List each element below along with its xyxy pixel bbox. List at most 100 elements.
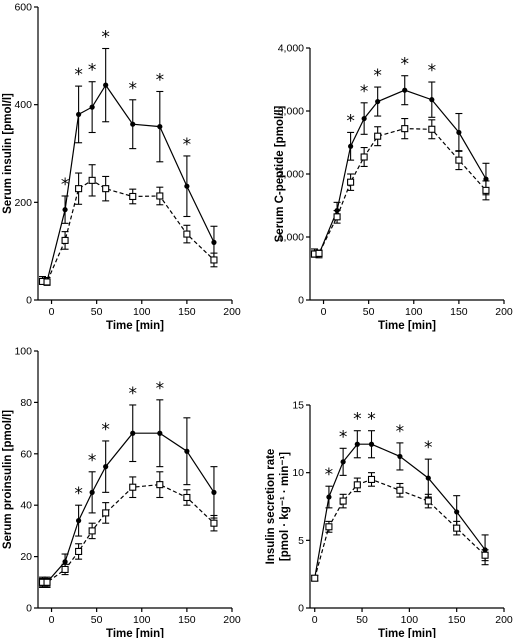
data-point bbox=[348, 143, 354, 149]
data-point bbox=[367, 475, 376, 483]
data-point bbox=[184, 448, 190, 454]
x-tick-label: 200 bbox=[495, 306, 513, 318]
data-point bbox=[62, 559, 68, 565]
significance-marker: * bbox=[101, 28, 110, 48]
data-point bbox=[368, 441, 375, 447]
y-tick-label: 20 bbox=[20, 551, 32, 563]
significance-marker: * bbox=[346, 111, 355, 131]
data-point bbox=[157, 124, 163, 130]
y-axis-title: Insulin secretion rate [pmol · kg⁻¹ · min… bbox=[265, 449, 291, 565]
x-axis-title: Time [min] bbox=[106, 320, 164, 332]
data-point bbox=[43, 278, 51, 286]
data-point bbox=[483, 176, 489, 182]
chart-panel-3: 0 20 40 60 80 100 0 50 100 150 200 Time [min] Serum … bbox=[2, 346, 241, 638]
y-tick-label: 0 bbox=[26, 603, 32, 615]
data-point bbox=[347, 178, 355, 186]
data-point bbox=[453, 524, 461, 532]
y-tick-label: 100 bbox=[14, 346, 32, 358]
data-point bbox=[103, 82, 109, 88]
significance-marker: * bbox=[428, 61, 437, 81]
significance-marker: * bbox=[74, 484, 83, 504]
x-axis-title: Time [min] bbox=[378, 320, 436, 332]
data-point bbox=[103, 464, 109, 470]
significance-marker: * bbox=[360, 82, 369, 102]
data-point bbox=[481, 551, 489, 559]
data-point bbox=[156, 192, 164, 200]
data-point bbox=[129, 483, 137, 491]
data-point bbox=[157, 430, 163, 436]
x-axis-title: Time [min] bbox=[106, 628, 164, 638]
series-line bbox=[42, 84, 215, 283]
x-tick-label: 150 bbox=[448, 614, 466, 626]
y-tick-label: 40 bbox=[20, 500, 32, 512]
significance-marker: * bbox=[367, 410, 376, 430]
data-point bbox=[456, 129, 462, 136]
data-point bbox=[210, 256, 218, 264]
significance-marker: * bbox=[353, 410, 362, 430]
series-line bbox=[314, 89, 487, 255]
y-tick-label: 15 bbox=[292, 400, 304, 412]
data-point bbox=[424, 497, 432, 505]
data-point bbox=[340, 459, 346, 465]
x-tick-label: 200 bbox=[223, 614, 241, 626]
data-point bbox=[102, 509, 110, 517]
y-tick-label: 1,000 bbox=[278, 232, 304, 244]
data-point bbox=[43, 578, 51, 586]
data-point bbox=[89, 104, 95, 110]
x-tick-label: 100 bbox=[401, 614, 419, 626]
data-point bbox=[62, 207, 68, 213]
significance-marker: * bbox=[325, 465, 334, 485]
data-point bbox=[375, 98, 381, 105]
data-point bbox=[61, 565, 69, 574]
y-axis-title: Serum C-peptide [pmol/l] bbox=[274, 105, 286, 242]
series-1 bbox=[311, 430, 489, 582]
x-tick-label: 0 bbox=[49, 614, 55, 626]
y-tick-label: 0 bbox=[298, 603, 304, 615]
y-tick-label: 3,000 bbox=[278, 106, 304, 118]
data-point bbox=[102, 185, 110, 193]
series-line bbox=[42, 483, 215, 583]
data-point bbox=[482, 186, 490, 194]
data-point bbox=[88, 527, 96, 535]
data-point bbox=[325, 523, 333, 531]
series-line bbox=[314, 127, 487, 255]
data-point bbox=[130, 430, 136, 436]
significance-marker: * bbox=[156, 379, 165, 399]
data-point bbox=[353, 481, 361, 489]
y-axis-title-line: [pmol · kg⁻¹ · min⁻¹] bbox=[279, 452, 291, 561]
x-tick-label: 0 bbox=[321, 306, 327, 318]
data-point bbox=[75, 547, 83, 556]
data-point bbox=[211, 489, 217, 495]
y-axis-title: Serum proinsulin [pmol/l] bbox=[2, 410, 14, 549]
data-point bbox=[311, 574, 319, 582]
x-tick-label: 150 bbox=[450, 306, 468, 318]
data-point bbox=[210, 519, 218, 527]
data-point bbox=[425, 475, 431, 481]
x-tick-label: 200 bbox=[495, 614, 513, 626]
data-point bbox=[61, 236, 69, 244]
significance-marker: * bbox=[61, 175, 70, 195]
data-point bbox=[76, 518, 82, 524]
significance-marker: * bbox=[424, 438, 433, 458]
x-tick-label: 150 bbox=[178, 306, 196, 318]
data-point bbox=[401, 125, 409, 133]
significance-marker: * bbox=[400, 55, 409, 75]
significance-marker: * bbox=[373, 66, 382, 86]
x-tick-label: 50 bbox=[91, 306, 103, 318]
data-point bbox=[360, 153, 368, 161]
data-point bbox=[361, 115, 367, 122]
y-tick-label: 4,000 bbox=[278, 43, 304, 55]
y-tick-label: 400 bbox=[14, 99, 32, 111]
significance-marker: * bbox=[74, 65, 83, 85]
data-point bbox=[129, 192, 137, 201]
y-tick-label: 80 bbox=[20, 397, 32, 409]
series-1 bbox=[39, 399, 218, 588]
data-point bbox=[326, 494, 332, 500]
chart-panel-2: 0 1,000 2,000 3,000 4,000 0 50 100 150 200 Time [m… bbox=[274, 43, 513, 333]
x-tick-label: 0 bbox=[312, 614, 318, 626]
significance-marker: * bbox=[128, 79, 137, 99]
data-point bbox=[429, 97, 435, 103]
series-2 bbox=[310, 118, 490, 258]
x-axis-title: Time [min] bbox=[378, 628, 436, 638]
data-point bbox=[75, 185, 83, 193]
